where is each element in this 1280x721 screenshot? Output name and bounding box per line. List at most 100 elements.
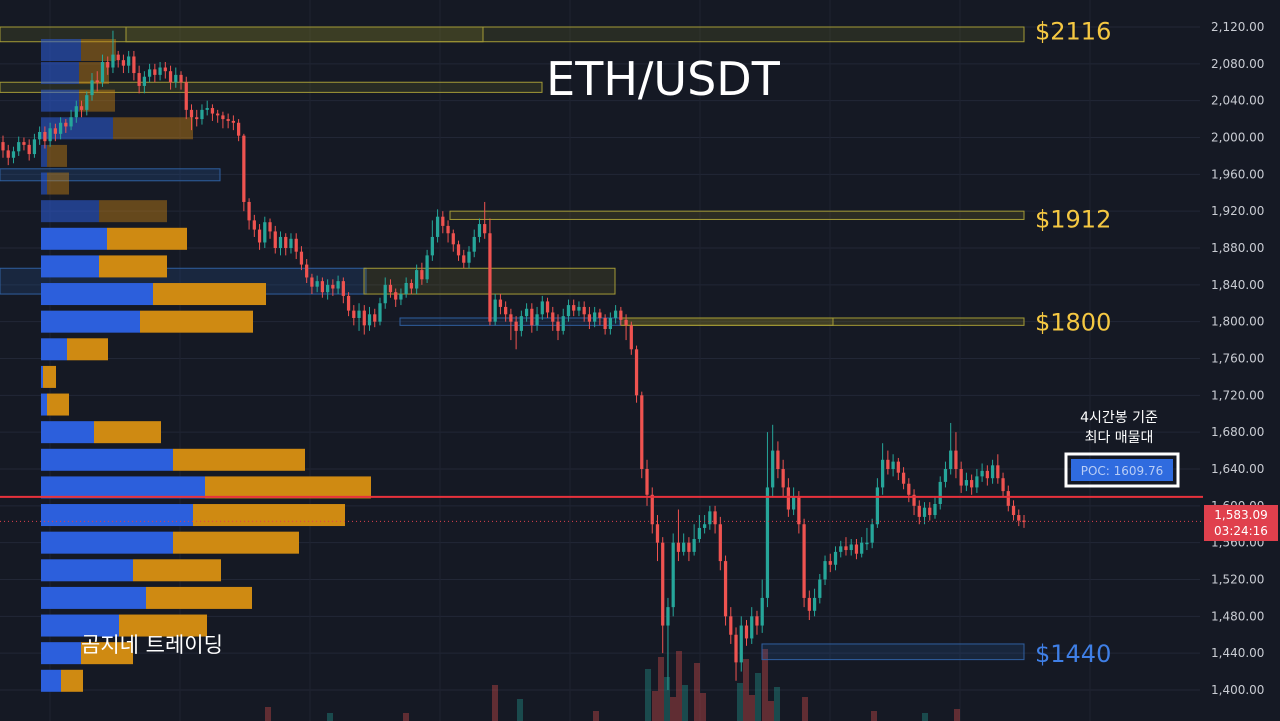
profile-bar-sell: [47, 172, 69, 195]
candle-body: [467, 251, 471, 263]
candle-body: [221, 115, 225, 120]
candle-body: [346, 295, 351, 311]
candle-body: [938, 481, 942, 504]
profile-bar-sell: [107, 227, 187, 250]
watermark-text: 곰지네 트레이딩: [81, 633, 223, 657]
candle-body: [153, 69, 157, 75]
candle-body: [310, 277, 314, 287]
candle-body: [844, 546, 848, 551]
candle-body: [530, 308, 534, 326]
volume-bar: [694, 663, 700, 721]
candle-body: [760, 597, 764, 626]
candle-body: [32, 139, 37, 155]
profile-bar-sell: [43, 365, 56, 388]
candle-body: [320, 281, 325, 293]
level-label: $1440: [1035, 640, 1111, 668]
volume-bars: [265, 649, 960, 721]
volume-bar: [682, 685, 688, 721]
candle-body: [195, 117, 199, 120]
volume-bar: [871, 711, 877, 721]
candle-body: [404, 282, 408, 295]
chart-title: ETH/USDT: [546, 52, 781, 106]
candle-body: [357, 310, 361, 318]
candle-body: [483, 224, 487, 234]
candle-body: [854, 544, 859, 554]
poc-note-line2: 최다 매물대: [1085, 430, 1154, 446]
candle-body: [79, 106, 84, 110]
candle-body: [702, 524, 707, 528]
candle-body: [828, 561, 832, 565]
candle-body: [519, 316, 523, 331]
candle-body: [6, 150, 10, 158]
candle-body: [420, 270, 424, 280]
candle-body: [472, 236, 476, 252]
y-tick-label: 1,880.00: [1211, 241, 1264, 255]
candle-body: [708, 511, 712, 525]
volume-bar: [743, 659, 749, 721]
candle-body: [613, 310, 618, 318]
candle-body: [373, 314, 377, 322]
volume-bar: [265, 707, 271, 721]
candle-body: [535, 314, 539, 326]
candle-body: [378, 303, 382, 322]
level-label: $1912: [1035, 206, 1111, 234]
candle-body: [509, 314, 513, 322]
candle-body: [216, 113, 220, 116]
y-tick-label: 2,120.00: [1211, 20, 1264, 34]
candle-body: [435, 216, 440, 237]
profile-bar-buy: [41, 39, 81, 62]
price-axis[interactable]: 2,120.00 2,080.00 2,040.00 2,000.00 1,960.00…: [1211, 20, 1264, 721]
candle-body: [1011, 505, 1016, 516]
candle-body: [718, 524, 722, 562]
candle-body: [409, 282, 414, 289]
profile-bar-sell: [153, 283, 266, 306]
candle-body: [189, 109, 194, 118]
price-zone: [619, 317, 834, 326]
candle-body: [226, 119, 230, 121]
candle-body: [970, 480, 974, 488]
level-label: $2116: [1035, 18, 1111, 46]
candle-body: [598, 312, 602, 318]
candle-body: [388, 284, 393, 293]
candle-body: [231, 120, 236, 123]
candle-body: [996, 465, 1000, 479]
candle-body: [498, 299, 503, 307]
candle-body: [367, 314, 372, 326]
candle-body: [331, 284, 335, 289]
candle-body: [881, 459, 885, 488]
candle-body: [263, 222, 267, 243]
profile-bar-buy: [41, 200, 99, 223]
profile-bar-sell: [94, 421, 161, 444]
candle-body: [729, 616, 733, 635]
y-tick-label: 1,400.00: [1211, 683, 1264, 697]
profile-bar-buy: [41, 504, 193, 527]
y-tick-label: 1,960.00: [1211, 167, 1264, 181]
candle-body: [661, 542, 665, 626]
poc-note-line1: 4시간봉 기준: [1080, 410, 1158, 426]
candle-body: [771, 450, 775, 488]
candle-body: [540, 301, 544, 315]
candle-body: [305, 264, 309, 278]
profile-bar-sell: [79, 89, 115, 112]
candle-body: [116, 54, 120, 61]
profile-bar-sell: [99, 255, 167, 278]
profile-bar-buy: [41, 144, 47, 167]
candle-body: [593, 312, 597, 322]
candle-body: [121, 60, 126, 66]
profile-bar-sell: [113, 117, 193, 140]
candle-body: [577, 306, 581, 311]
volume-bar: [774, 687, 780, 721]
candle-body: [163, 67, 167, 72]
candle-body: [849, 544, 853, 551]
candle-body: [137, 73, 141, 86]
candle-body: [551, 312, 555, 322]
candle-body: [812, 597, 817, 611]
y-tick-label: 1,640.00: [1211, 462, 1264, 476]
candle-body: [58, 122, 63, 134]
profile-bar-sell: [61, 669, 83, 692]
candle-body: [896, 461, 900, 473]
candle-body: [11, 151, 16, 158]
candle-body: [875, 487, 880, 525]
candlestick-series: [1, 30, 1026, 690]
